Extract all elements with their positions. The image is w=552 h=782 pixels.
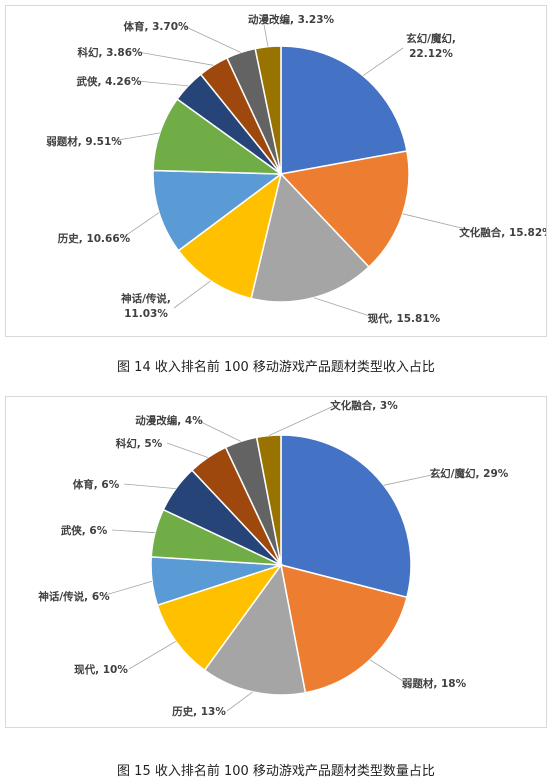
leader-line [173,280,211,309]
slice-label: 玄幻/魔幻, 29% [430,467,509,480]
slice-label: 武侠, 6% [61,524,108,537]
leader-line [123,483,176,489]
slice-label: 神话/传说, 11.03% [121,292,171,320]
slice-label: 武侠, 4.26% [76,75,142,88]
leader-line [137,51,214,66]
slice-label: 玄幻/魔幻, 22.12% [406,32,456,60]
slice-label: 体育, 6% [73,478,120,491]
slice-label: 弱题材, 18% [402,677,467,690]
leader-line [166,442,209,458]
pie-slice [177,172,283,300]
pie-slice [280,434,412,599]
slice-label: 文化融合, 3% [329,399,398,412]
leader-line [183,25,241,53]
slice-label: 科幻, 3.86% [77,46,143,59]
leader-line [136,80,189,87]
pie-slice [279,150,410,269]
slice-label: 体育, 3.70% [123,20,189,33]
leader-line [111,132,160,142]
slice-label: 文化融合, 15.82% [458,226,546,239]
leader-line [121,212,160,239]
count-pie-chart: 玄幻/魔幻, 29% 弱题材, 18% 历史, 13% 现代, 10% 神话/传说, 6… [38,399,509,718]
pie-slice [156,563,283,672]
leader-line [362,47,404,77]
caption-revenue-chart: 图 14 收入排名前 100 移动游戏产品题材类型收入占比 [117,360,435,375]
slice-label: 神话/传说, 6% [38,590,110,603]
slice-label: 现代, 15.81% [368,312,441,325]
caption-count-chart: 图 15 收入排名前 100 移动游戏产品题材类型数量占比 [117,764,435,779]
pie-slice [255,434,282,566]
leader-line [101,580,153,597]
slice-label: 历史, 13% [172,705,226,718]
chart-frame-revenue: 玄幻/魔幻, 22.12% 文化融合, 15.82% 现代, 15.81% 神话/传说,… [5,5,547,337]
pie-slice [280,45,408,175]
leader-line [383,472,442,486]
slice-label: 历史, 10.66% [58,232,131,245]
pie-slice [152,98,284,175]
slice-label: 现代, 10% [74,663,128,676]
leader-line [128,641,177,670]
leader-line [262,18,269,47]
pie-slice [280,563,408,694]
slice-label: 弱题材, 9.51% [46,135,122,148]
leader-line [369,659,407,684]
chart-frame-count: 玄幻/魔幻, 29% 弱题材, 18% 历史, 13% 现代, 10% 神话/传说, 6… [5,396,547,728]
revenue-pie-chart: 玄幻/魔幻, 22.12% 文化融合, 15.82% 现代, 15.81% 神话/传说,… [46,13,546,325]
leader-line [226,691,253,712]
slice-label: 科幻, 5% [116,437,163,450]
slice-label: 动漫改编, 3.23% [248,13,335,26]
leader-line [111,529,156,534]
slice-label: 动漫改编, 4% [135,414,203,427]
pie-slice [203,563,307,696]
leader-line [196,419,241,442]
leader-line [268,404,337,436]
leader-line [313,297,377,319]
leader-line [402,213,479,233]
